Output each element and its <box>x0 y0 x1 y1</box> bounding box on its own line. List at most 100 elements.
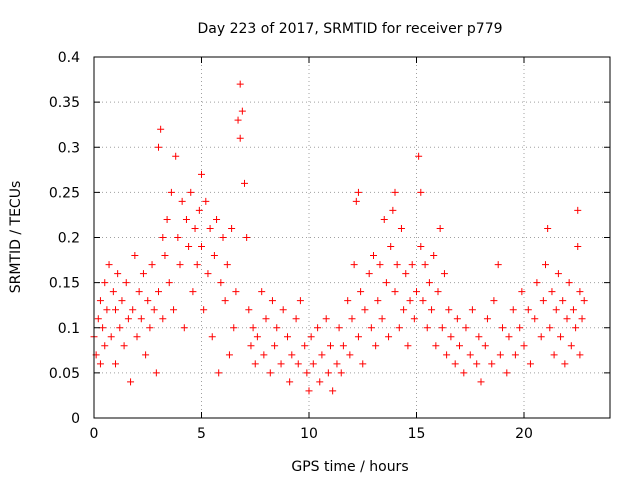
data-point <box>518 288 526 296</box>
data-point <box>400 306 408 314</box>
data-point <box>238 107 246 115</box>
data-point <box>567 342 575 350</box>
data-point <box>318 351 326 359</box>
data-point <box>202 197 210 205</box>
data-point <box>382 279 390 287</box>
data-point <box>178 197 186 205</box>
data-point <box>159 234 167 241</box>
data-point <box>574 243 582 251</box>
data-point <box>131 252 139 260</box>
data-point <box>503 369 511 377</box>
data-point <box>157 125 165 133</box>
data-point <box>230 324 238 332</box>
x-tick-label: 20 <box>515 426 533 442</box>
data-point <box>176 261 184 269</box>
data-point <box>204 270 212 278</box>
data-point <box>241 179 248 187</box>
data-point <box>350 261 358 269</box>
y-tick-label: 0.25 <box>49 185 80 201</box>
data-point <box>419 297 427 305</box>
data-point <box>436 224 444 232</box>
data-point <box>129 306 137 314</box>
data-point <box>391 188 399 196</box>
x-tick-label: 5 <box>197 426 206 442</box>
data-point <box>453 315 461 323</box>
data-point <box>395 324 403 332</box>
data-point <box>397 224 405 232</box>
data-point <box>440 270 448 278</box>
data-point <box>572 324 580 332</box>
data-point <box>548 288 556 296</box>
data-point <box>279 306 287 314</box>
data-point <box>139 270 147 278</box>
data-point <box>438 324 446 332</box>
data-point <box>172 152 180 160</box>
data-point <box>531 315 539 323</box>
data-point <box>258 288 266 296</box>
data-point <box>96 360 104 368</box>
data-point <box>524 306 532 314</box>
data-point <box>316 378 324 386</box>
data-point <box>105 261 113 269</box>
data-point <box>148 261 156 269</box>
data-point <box>410 315 418 323</box>
data-point <box>324 369 332 377</box>
data-point <box>271 342 279 350</box>
data-point <box>569 306 577 314</box>
data-point <box>174 234 182 241</box>
data-point <box>305 387 313 395</box>
data-point <box>198 243 205 251</box>
data-point <box>408 261 416 269</box>
y-tick-label: 0.3 <box>58 140 80 156</box>
data-point <box>109 288 117 296</box>
data-point <box>161 252 169 260</box>
x-tick-label: 15 <box>408 426 426 442</box>
data-point <box>402 270 410 278</box>
data-point <box>423 324 431 332</box>
data-point <box>550 351 558 359</box>
data-point <box>537 333 545 341</box>
data-point <box>266 369 274 377</box>
data-point <box>406 297 414 305</box>
data-point <box>213 215 221 223</box>
data-point <box>475 333 483 341</box>
data-point <box>533 279 541 287</box>
data-point <box>165 279 173 287</box>
data-point <box>133 333 141 341</box>
data-point <box>247 342 255 350</box>
data-point <box>357 288 365 296</box>
data-point <box>284 333 291 341</box>
data-point <box>189 288 197 296</box>
data-point <box>367 324 375 332</box>
data-point <box>430 252 438 260</box>
data-point <box>260 351 268 359</box>
data-point <box>546 324 554 332</box>
data-point <box>245 306 253 314</box>
data-point <box>152 369 160 377</box>
data-point <box>294 360 302 368</box>
data-point <box>193 261 201 269</box>
data-point <box>223 261 231 269</box>
data-point <box>327 342 334 350</box>
data-point <box>544 224 552 232</box>
data-point <box>339 342 347 350</box>
data-point <box>451 360 459 368</box>
data-point <box>296 297 304 305</box>
data-point <box>499 324 506 332</box>
data-point <box>335 324 343 332</box>
data-point <box>552 306 560 314</box>
data-point <box>505 333 513 341</box>
data-point <box>96 297 104 305</box>
data-point <box>352 197 360 205</box>
data-point <box>262 315 270 323</box>
data-point <box>314 324 322 332</box>
data-point <box>413 288 420 296</box>
data-point <box>554 270 562 278</box>
data-point <box>103 306 111 314</box>
data-point <box>483 315 491 323</box>
data-point <box>387 243 395 251</box>
data-point <box>243 234 251 241</box>
data-point <box>219 234 227 241</box>
data-point <box>155 143 162 151</box>
y-axis-label: SRMTID / TECUs <box>8 181 24 294</box>
